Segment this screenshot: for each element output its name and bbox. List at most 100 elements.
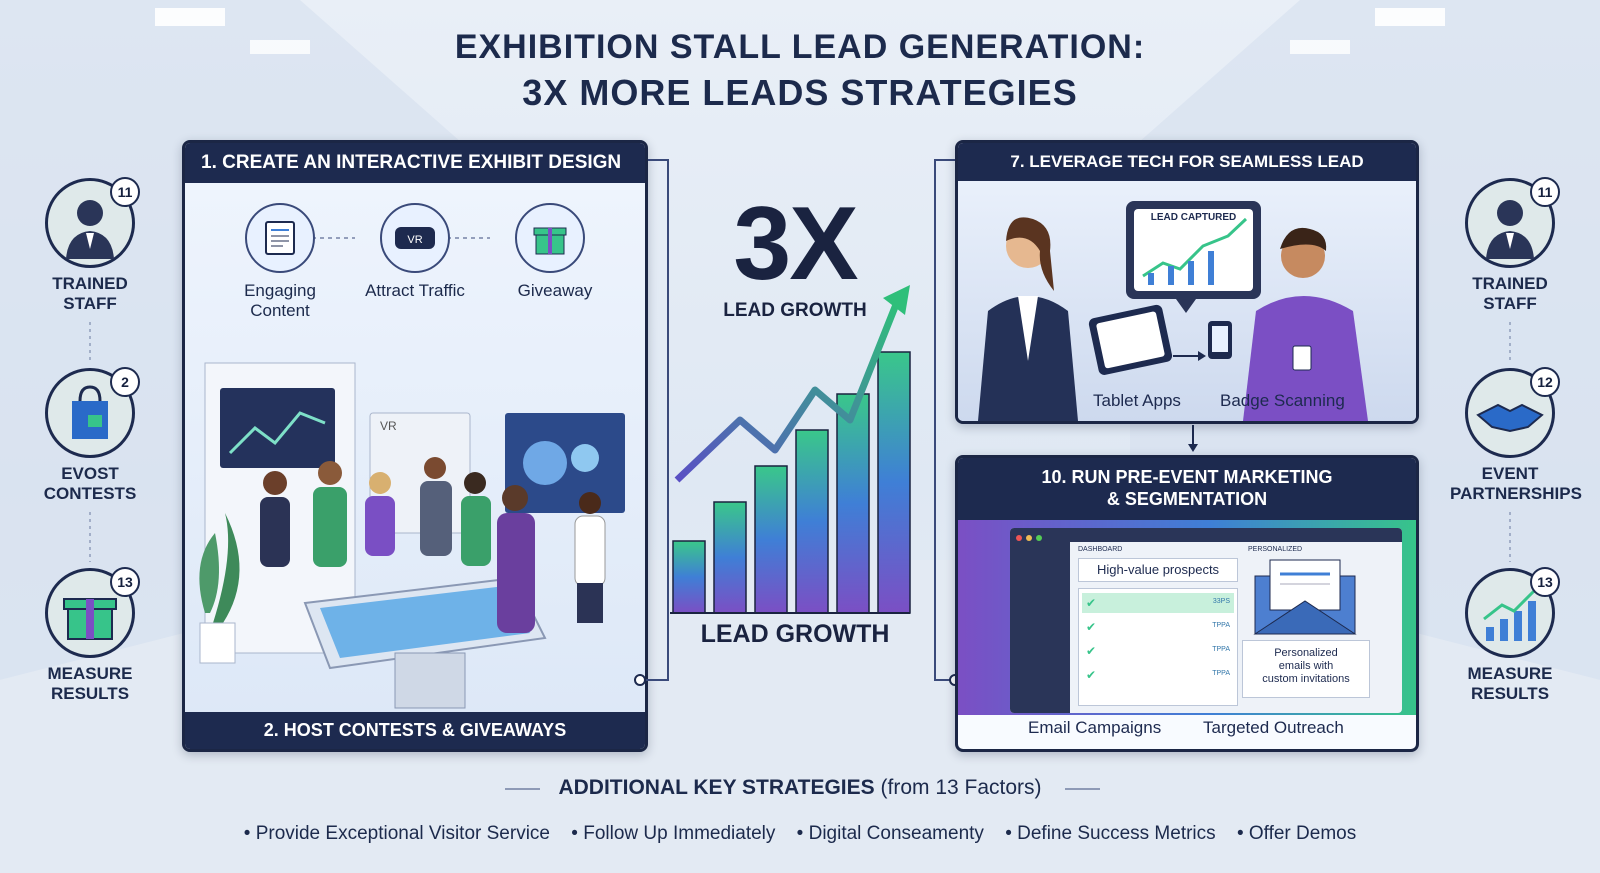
growth-bar	[877, 351, 911, 614]
badge-number: 13	[110, 567, 140, 597]
dashboard-window: DASHBOARD PERSONALIZED High-value prospe…	[1010, 528, 1402, 713]
check-icon: ✔	[1086, 596, 1097, 610]
dashboard-sidebar	[1010, 542, 1070, 713]
growth-bar	[713, 501, 747, 614]
attract-traffic-bubble: VR	[380, 203, 450, 273]
main-title-line1: EXHIBITION STALL LEAD GENERATION:	[454, 28, 1146, 66]
additional-strategies-heading: ADDITIONAL KEY STRATEGIES (from 13 Facto…	[0, 776, 1600, 800]
lead-captured-label: LEAD CAPTURED	[1150, 212, 1237, 223]
additional-heading-text: ADDITIONAL KEY STRATEGIES	[558, 776, 875, 799]
list-item: ✔ TPPA	[1082, 641, 1234, 661]
lead-capture-panel: 7. LEVERAGE TECH FOR SEAMLESS LEAD CAPTU…	[955, 140, 1419, 424]
vr-headset-label: VR	[407, 234, 422, 246]
additional-strategies-list: • Provide Exceptional Visitor Service • …	[0, 823, 1600, 845]
giveaway-label: Giveaway	[517, 281, 593, 300]
giveaway-bubble	[515, 203, 585, 273]
side-item-measure-results-left: 13 MEASURE RESULTS	[0, 567, 180, 704]
tablet-apps-label: Tablet Apps	[1093, 391, 1181, 410]
growth-bar	[795, 429, 829, 614]
list-item: • Offer Demos	[1236, 823, 1357, 844]
side-label-line1: MEASURE	[1467, 664, 1553, 683]
additional-heading-suffix: (from 13 Factors)	[880, 776, 1042, 799]
panel-heading: 7. LEVERAGE TECH FOR SEAMLESS LEAD CAPTU…	[958, 143, 1416, 209]
list-item: ✔ TPPA	[1082, 665, 1234, 685]
side-label-line2: STAFF	[1483, 294, 1537, 313]
growth-chart	[670, 285, 911, 614]
row-tag: TPPA	[1212, 622, 1230, 629]
email-note: Personalized emails with custom invitati…	[1242, 640, 1370, 698]
side-label-line1: TRAINED	[52, 274, 128, 293]
panel-heading: 10. RUN PRE-EVENT MARKETING & SEGMENTATI…	[958, 458, 1416, 520]
minimize-dot-icon	[1026, 535, 1032, 541]
contests-giveaways-footer: 2. HOST CONTESTS & GIVEAWAYS	[185, 712, 645, 749]
side-label-line2: PARTNERSHIPS	[1450, 484, 1582, 503]
shopping-bag-icon	[72, 385, 108, 439]
side-item-trained-staff-left: 11 TRAINED STAFF	[0, 177, 180, 314]
window-titlebar	[1010, 528, 1402, 542]
chart-footer-label: LEAD GROWTH	[700, 620, 890, 648]
envelope-icon	[1253, 559, 1357, 635]
side-item-event-partnerships-right: 12 EVENT PARTNERSHIPS	[1420, 367, 1600, 504]
strategy-item: Provide Exceptional Visitor Service	[255, 823, 550, 844]
badge-number: 11	[1530, 177, 1560, 207]
badge-scanning-label: Badge Scanning	[1220, 391, 1345, 410]
main-title-line2: 3X MORE LEADS STRATEGIES	[522, 72, 1078, 113]
staff-icon	[1486, 200, 1534, 259]
document-icon	[265, 221, 295, 255]
row-tag: TPPA	[1212, 646, 1230, 653]
strategy-item: Follow Up Immediately	[583, 823, 776, 844]
side-item-contests-left: 2 EVOST CONTESTS	[0, 367, 180, 504]
growth-bar	[836, 393, 870, 614]
interactive-exhibit-panel: 1. CREATE AN INTERACTIVE EXHIBIT DESIGN	[182, 140, 648, 752]
check-icon: ✔	[1086, 668, 1097, 682]
panel-heading-line1: 10. RUN PRE-EVENT MARKETING	[1041, 467, 1333, 487]
badge-number: 2	[110, 367, 140, 397]
side-item-trained-staff-right: 11 TRAINED STAFF	[1420, 177, 1600, 314]
engaging-content-bubble	[245, 203, 315, 273]
side-label-line1: MEASURE	[47, 664, 133, 683]
handshake-icon	[1476, 403, 1544, 433]
exhibit-illustration	[199, 237, 625, 709]
engaging-content-label: Engaging Content	[244, 281, 316, 320]
vr-headset-icon: VR	[395, 227, 435, 249]
list-item: ✔ TPPA	[1082, 617, 1234, 637]
close-dot-icon	[1016, 535, 1022, 541]
targeted-outreach-label: Targeted Outreach	[1203, 718, 1344, 737]
side-label-line2: CONTESTS	[43, 484, 137, 503]
maximize-dot-icon	[1036, 535, 1042, 541]
email-note-line2: emails with	[1278, 660, 1334, 672]
dashboard-scene: DASHBOARD PERSONALIZED High-value prospe…	[958, 520, 1416, 715]
list-item: ✔ 33PS	[1082, 593, 1234, 613]
strategy-item: Offer Demos	[1248, 823, 1357, 844]
high-value-prospects: High-value prospects	[1078, 558, 1238, 582]
panel-heading-line2: & SEGMENTATION	[1106, 489, 1268, 509]
row-tag: TPPA	[1212, 670, 1230, 677]
gift-icon	[63, 598, 117, 640]
list-item: • Digital Conseamenty	[796, 823, 984, 844]
staff-icon	[66, 200, 114, 259]
side-label-line1: TRAINED	[1472, 274, 1548, 293]
side-label-line1: EVOST	[61, 464, 119, 483]
side-label-line2: STAFF	[63, 294, 117, 313]
check-icon: ✔	[1086, 620, 1097, 634]
badge-number: 11	[110, 177, 140, 207]
check-icon: ✔	[1086, 644, 1097, 658]
lead-capture-illustration	[978, 201, 1368, 421]
badge-number: 12	[1530, 367, 1560, 397]
email-note-line3: custom invitations	[1262, 673, 1350, 685]
side-label-line2: RESULTS	[1470, 684, 1550, 703]
dashboard-label: DASHBOARD	[1078, 546, 1123, 553]
strategy-item: Digital Conseamenty	[808, 823, 984, 844]
lead-capture-scene: LEAD CAPTURED Tablet Apps Badge Scanning	[958, 181, 1416, 421]
list-item: • Define Success Metrics	[1005, 823, 1216, 844]
list-item: • Provide Exceptional Visitor Service	[243, 823, 550, 844]
pre-event-marketing-panel: 10. RUN PRE-EVENT MARKETING & SEGMENTATI…	[955, 455, 1419, 752]
personalized-label: PERSONALIZED	[1248, 546, 1303, 553]
vr-sign: VR	[380, 419, 397, 433]
growth-chart-icon	[1483, 589, 1536, 641]
growth-bar	[754, 465, 788, 614]
panel-heading: 1. CREATE AN INTERACTIVE EXHIBIT DESIGN	[185, 143, 645, 183]
exhibit-scene: VR Engaging Content Attract Traffic Give…	[185, 183, 645, 718]
row-tag: 33PS	[1212, 598, 1230, 605]
list-item: • Follow Up Immediately	[571, 823, 776, 844]
